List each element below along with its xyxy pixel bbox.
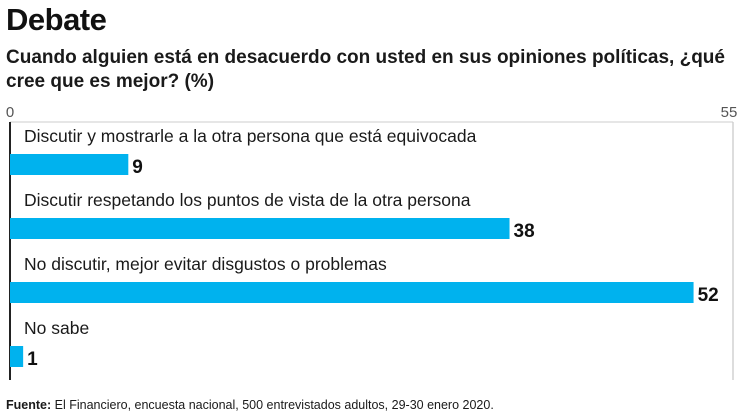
bar-chart: 0 55 Discutir y mostrarle a la otra person… bbox=[6, 104, 738, 380]
category-label: Discutir respetando los puntos de vista … bbox=[24, 190, 471, 210]
data-label: 38 bbox=[514, 221, 535, 242]
source-text: El Financiero, encuesta nacional, 500 en… bbox=[51, 398, 494, 412]
source-label: Fuente: bbox=[6, 398, 52, 412]
chart-title: Debate bbox=[6, 2, 107, 37]
bar bbox=[10, 218, 510, 239]
category-label: Discutir y mostrarle a la otra persona q… bbox=[24, 126, 477, 146]
data-label: 9 bbox=[132, 157, 143, 178]
chart-subtitle: Cuando alguien está en desacuerdo con us… bbox=[6, 47, 725, 92]
x-tick-label: 0 bbox=[6, 104, 14, 121]
bar bbox=[10, 346, 24, 367]
data-label: 52 bbox=[698, 285, 719, 306]
category-label: No discutir, mejor evitar disgustos o pr… bbox=[24, 254, 387, 274]
x-tick-label: 55 bbox=[721, 104, 738, 121]
source-note: Fuente: El Financiero, encuesta nacional… bbox=[6, 398, 494, 412]
bar bbox=[10, 154, 129, 175]
bar bbox=[10, 282, 694, 303]
category-label: No sabe bbox=[24, 318, 89, 338]
data-label: 1 bbox=[27, 349, 38, 370]
